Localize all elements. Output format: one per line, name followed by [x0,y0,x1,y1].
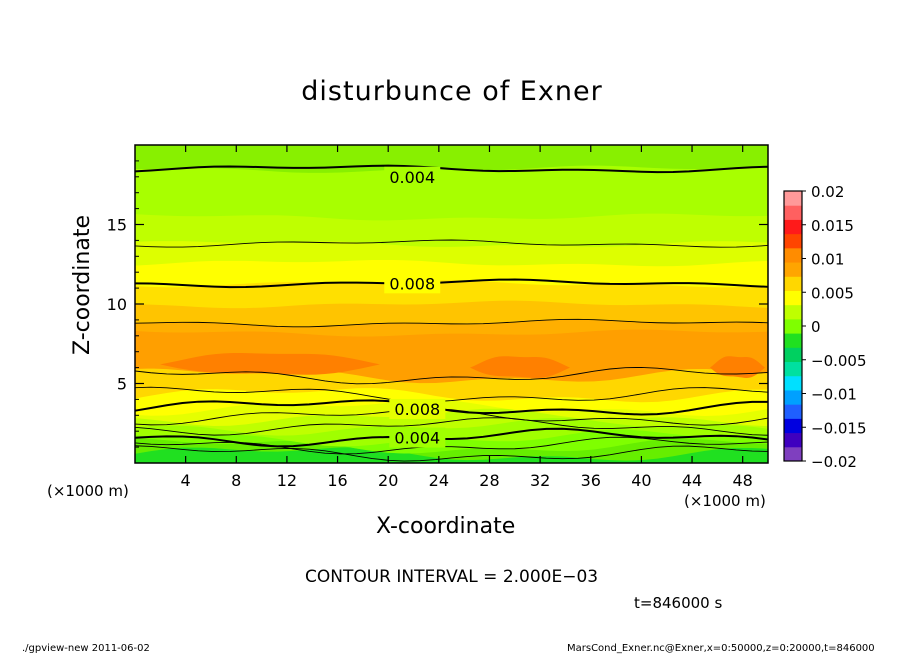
colorbar-tick-label: −0.02 [811,453,857,471]
colorbar-swatch [784,219,802,235]
contour-line [134,399,769,416]
contour-line [134,164,769,174]
contour-line [134,278,769,289]
colorbar-swatch [784,333,802,348]
x-tick-label: 16 [327,471,347,490]
colorbar-swatch [784,446,802,462]
contour-fill [134,144,769,464]
x-tick-label: 48 [733,471,753,490]
colorbar-tick-label: 0.02 [811,183,844,201]
contour-line [134,427,769,448]
high-value-region [710,356,765,378]
colorbar-swatch [784,290,802,306]
contour-labels: 0.004 0.008 0.008 0.004 [384,166,446,448]
colorbar-swatch [784,375,802,391]
colorbar-swatch [784,389,802,405]
colorbar-swatch [784,233,802,249]
y-axis-label-text: Z-coordinate [70,215,95,355]
x-tick-label: 40 [631,471,651,490]
x-tick-label: 4 [181,471,191,490]
y-tick-label: 15 [107,216,127,235]
contour-label: 0.004 [389,168,435,187]
colorbar-swatch [784,205,802,220]
time-label: t=846000 s [634,594,723,612]
x-axis-ticks: 4 8 12 16 20 24 28 32 36 40 44 48 [181,145,753,490]
colorbar-swatch [784,276,802,291]
contour-label-bg [389,427,446,448]
contour-line [134,239,769,248]
colorbar-swatch [784,247,802,263]
colorbar-swatch [784,432,802,448]
colorbar-swatch [784,304,802,320]
x-tick-label: 36 [581,471,601,490]
footer-right: MarsCond_Exner.nc@Exner,x=0:50000,z=0:20… [567,643,875,654]
colorbar-tick-label: −0.01 [811,386,857,404]
contour-line [134,318,769,328]
y-axis-ticks: 5 10 15 [107,160,768,448]
high-value-region [160,353,380,375]
contour-label: 0.008 [389,274,435,293]
contour-label-bg [384,166,441,187]
colorbar-swatch [784,361,802,377]
contour-interval-note: CONTOUR INTERVAL = 2.000E−03 [305,567,599,587]
colorbar-tick-label: −0.005 [811,352,867,370]
x-tick-label: 28 [479,471,499,490]
footer-left: ./gpview-new 2011-06-02 [22,643,150,654]
x-tick-label: 8 [231,471,241,490]
colorbar-swatch [784,191,802,206]
contour-band [134,164,769,221]
colorbar-swatch [784,418,802,434]
x-tick-label: 20 [378,471,398,490]
colorbar-swatch [784,347,802,363]
x-unit-label-right: (×1000 m) [684,492,766,510]
y-tick-label: 10 [107,295,127,314]
contour-label-bg [384,273,441,294]
colorbar-tick-label: 0.01 [811,251,844,269]
x-tick-label: 12 [277,471,297,490]
contour-label-bg [389,398,446,419]
contour-line [134,366,769,385]
colorbar-tick-label: −0.015 [811,419,867,437]
colorbar-tick-label: 0.005 [811,284,854,302]
x-tick-label: 24 [429,471,449,490]
contour-lines [134,164,769,462]
colorbar-swatch [784,318,802,334]
x-tick-label: 44 [682,471,702,490]
chart-title: disturbunce of Exner [301,76,603,107]
contour-label: 0.004 [394,429,440,448]
colorbar: 0.02 0.015 0.01 0.005 0 −0.005 −0.01 −0.015 −0.0… [783,183,867,471]
colorbar-swatch [784,262,802,277]
colorbar-tick-label: 0.015 [811,217,854,235]
contour-label: 0.008 [394,400,440,419]
x-unit-label-left: (×1000 m) [47,482,129,500]
contour-line [134,408,769,426]
colorbar-swatch [784,404,802,419]
x-axis-label: X-coordinate [376,514,516,539]
colorbar-tick-label: 0 [811,318,821,336]
contour-line [134,417,769,436]
contour-line [134,386,769,403]
high-value-region [470,356,570,378]
contour-band [134,212,769,247]
y-tick-label: 5 [117,375,127,394]
x-tick-label: 32 [530,471,550,490]
contour-line [134,445,769,462]
